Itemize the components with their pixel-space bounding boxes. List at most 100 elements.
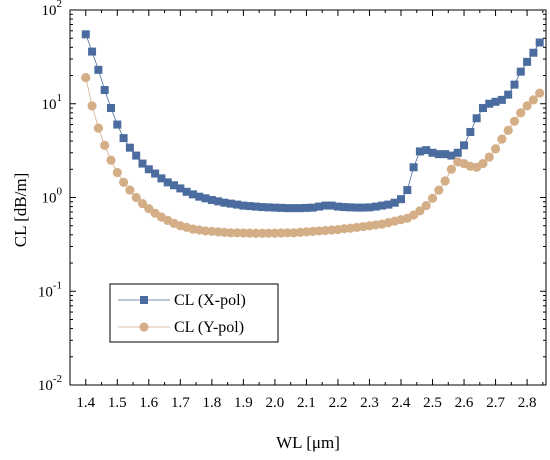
- legend-label: CL (X-pol): [174, 292, 246, 309]
- data-point: [106, 155, 116, 165]
- data-point: [182, 187, 191, 196]
- data-point: [144, 165, 153, 174]
- data-point: [81, 73, 91, 83]
- data-point: [87, 101, 97, 111]
- series-1: [81, 30, 544, 213]
- data-point: [396, 195, 405, 204]
- legend-entry: CL (Y-pol): [118, 319, 244, 336]
- data-point: [516, 67, 525, 76]
- data-point: [484, 152, 494, 162]
- data-point: [112, 167, 122, 178]
- data-point: [239, 201, 248, 210]
- data-point: [333, 202, 342, 211]
- data-point: [509, 116, 520, 126]
- x-tick-label: 2.8: [518, 395, 537, 411]
- legend: CL (X-pol) CL (Y-pol): [109, 283, 279, 343]
- data-point: [207, 196, 216, 205]
- data-point: [384, 200, 393, 209]
- y-tick-label: 101: [42, 92, 63, 113]
- data-point: [428, 148, 437, 157]
- data-point: [321, 201, 330, 210]
- data-point: [251, 228, 261, 238]
- data-point: [327, 201, 336, 210]
- data-point: [359, 203, 368, 212]
- x-tick-label: 2.4: [392, 395, 411, 411]
- x-tick-label: 1.8: [202, 395, 221, 411]
- data-point: [296, 204, 305, 213]
- data-point: [119, 134, 128, 143]
- data-point: [365, 203, 374, 212]
- data-point: [283, 204, 292, 213]
- data-point: [289, 204, 298, 213]
- legend-label: CL (Y-pol): [174, 319, 244, 336]
- data-point: [478, 158, 488, 169]
- data-point: [233, 200, 242, 209]
- data-point: [427, 193, 438, 203]
- x-tick-label: 2.1: [297, 395, 316, 411]
- data-point: [535, 38, 544, 47]
- data-point: [270, 203, 279, 212]
- data-point: [378, 201, 387, 210]
- data-point: [88, 47, 97, 56]
- y-tick-label: 10-1: [38, 279, 62, 300]
- data-point: [100, 86, 109, 95]
- data-point: [415, 206, 425, 216]
- data-point: [529, 48, 538, 57]
- data-point: [176, 184, 185, 193]
- data-point: [245, 202, 254, 211]
- axes-layer: [69, 9, 547, 386]
- series-layer: [81, 30, 545, 238]
- data-point: [340, 203, 349, 212]
- y-tick-label: 102: [42, 0, 63, 19]
- data-point: [440, 176, 450, 186]
- data-point: [434, 185, 444, 195]
- data-point: [403, 186, 412, 195]
- data-point: [201, 194, 210, 203]
- data-point: [94, 65, 103, 74]
- data-point: [220, 198, 229, 207]
- legend-box: [109, 283, 279, 343]
- data-point: [466, 127, 475, 136]
- data-point: [352, 203, 361, 212]
- data-point: [93, 123, 103, 133]
- x-tick-label: 2.5: [423, 395, 442, 411]
- legend-marker: [140, 296, 148, 304]
- data-point: [523, 57, 532, 66]
- data-point: [188, 190, 197, 199]
- data-point: [472, 114, 481, 123]
- data-point: [485, 99, 494, 108]
- data-point: [490, 144, 501, 154]
- data-point: [308, 203, 317, 212]
- data-point: [226, 199, 235, 208]
- data-point: [535, 88, 545, 98]
- data-point: [421, 200, 431, 211]
- x-axis-title: WL [μm]: [276, 433, 340, 452]
- data-point: [264, 203, 273, 212]
- labels-layer: 1.4 1.5 1.6 1.7 1.8 1.9 2.0 2.1 2.2 2.3 2.4 2.5 2.6 2…: [38, 0, 537, 411]
- data-point: [195, 192, 204, 201]
- data-point: [137, 199, 148, 209]
- data-point: [528, 95, 538, 105]
- data-point: [315, 202, 324, 211]
- x-tick-label: 2.7: [486, 395, 505, 411]
- y-tick-label: 10-2: [38, 373, 62, 394]
- data-point: [447, 151, 456, 160]
- data-point: [151, 169, 160, 178]
- data-point: [390, 198, 399, 207]
- data-point: [510, 80, 519, 89]
- data-point: [132, 151, 141, 160]
- data-point: [422, 146, 431, 155]
- data-point: [113, 120, 122, 129]
- data-point: [302, 203, 311, 212]
- legend-marker: [139, 322, 149, 332]
- x-tick-label: 1.9: [234, 395, 253, 411]
- x-tick-label: 1.5: [108, 395, 127, 411]
- data-point: [453, 148, 462, 157]
- data-point: [503, 125, 513, 135]
- data-point: [125, 185, 135, 195]
- x-tick-label: 2.2: [329, 395, 348, 411]
- data-point: [81, 30, 90, 39]
- data-point: [258, 203, 267, 212]
- data-point: [100, 140, 110, 150]
- data-point: [346, 203, 355, 212]
